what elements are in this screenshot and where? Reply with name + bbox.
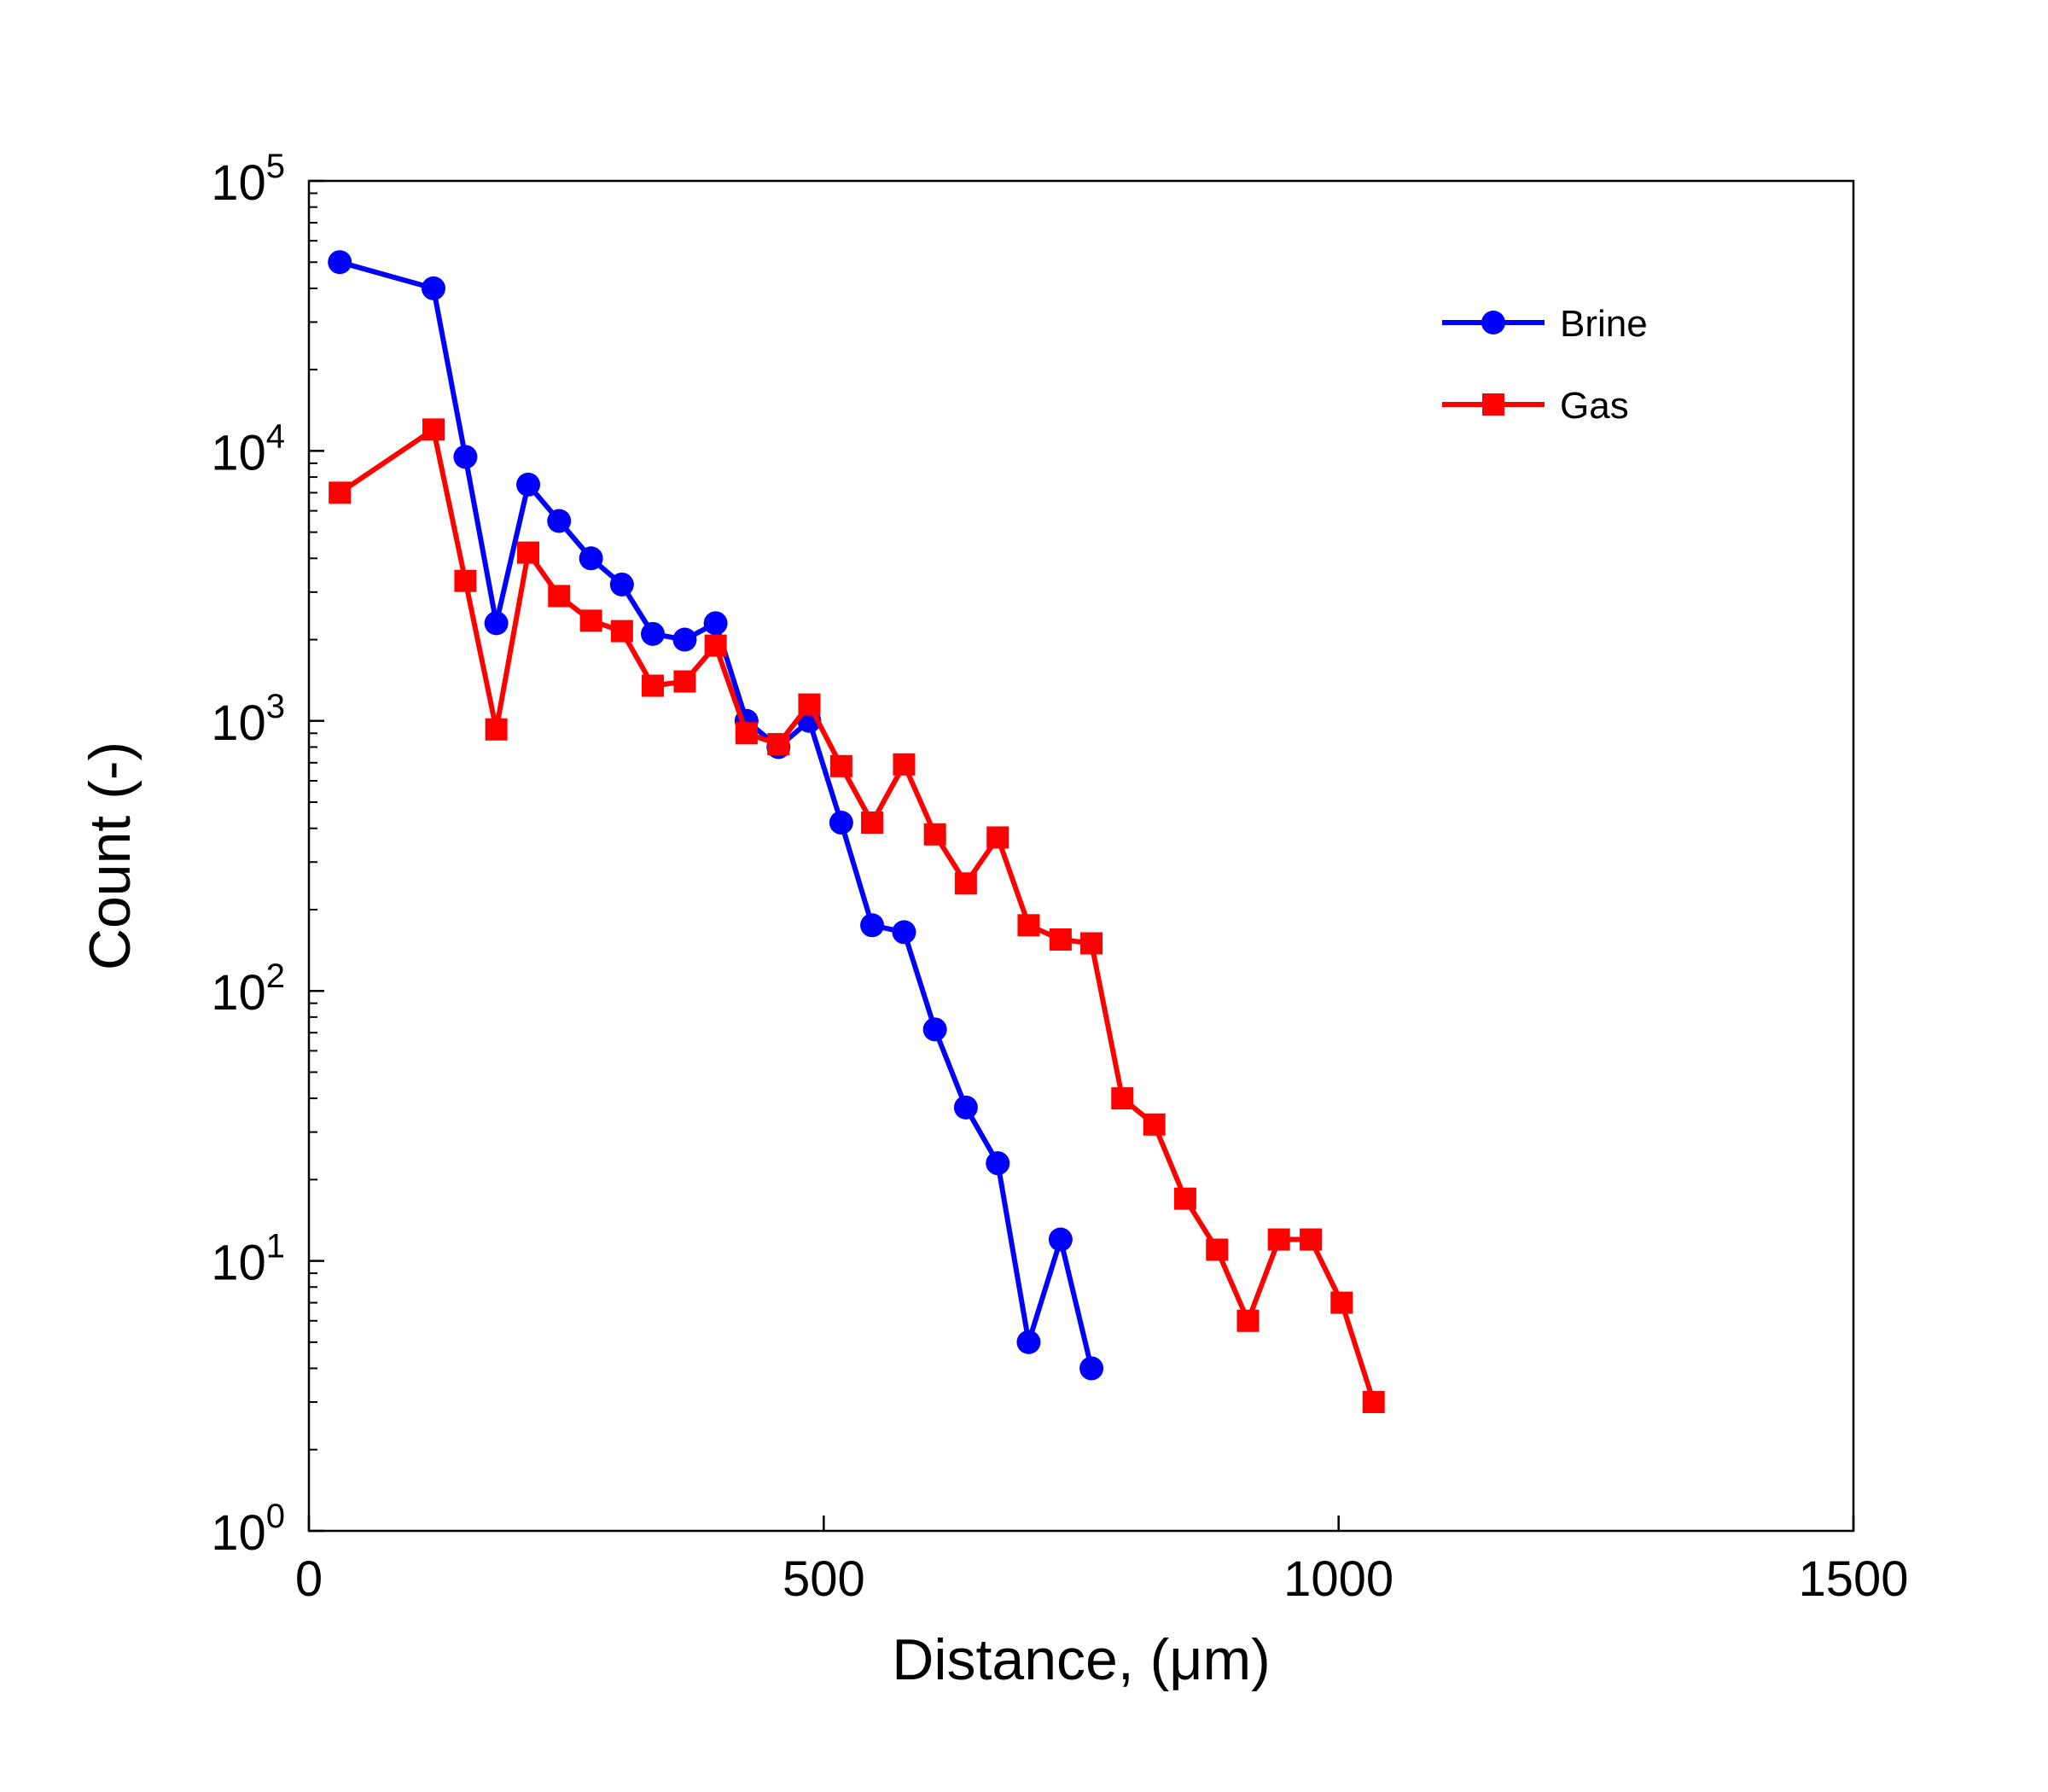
x-tick-label: 1000 <box>1283 1551 1393 1607</box>
legend: Brine Gas <box>1442 303 1648 427</box>
series-gas <box>329 418 1385 1414</box>
data-point-gas <box>517 541 540 564</box>
legend-label-brine: Brine <box>1560 303 1648 345</box>
y-tick-label: 102 <box>211 957 285 1021</box>
legend-marker-brine <box>1481 311 1505 335</box>
data-point-gas <box>954 872 977 895</box>
x-axis-ticks: 0 500 1000 1500 <box>295 1516 1909 1607</box>
y-tick-label: 104 <box>211 417 285 480</box>
data-point-brine <box>953 1095 978 1120</box>
data-point-gas <box>893 753 916 776</box>
data-point-gas <box>923 823 946 846</box>
data-point-brine <box>986 1151 1010 1176</box>
y-tick-label: 103 <box>211 688 285 751</box>
data-point-gas <box>485 718 508 741</box>
data-point-gas <box>798 693 821 716</box>
data-point-gas <box>1080 932 1103 955</box>
data-point-brine <box>1016 1329 1041 1354</box>
data-point-gas <box>1173 1187 1196 1210</box>
data-point-gas <box>1362 1391 1385 1414</box>
data-point-brine <box>579 546 603 571</box>
x-tick-label: 1500 <box>1798 1551 1908 1607</box>
data-point-gas <box>1049 928 1072 951</box>
data-point-gas <box>1300 1228 1323 1251</box>
plot-area-frame <box>307 179 1855 1533</box>
data-point-gas <box>1111 1087 1134 1110</box>
data-point-gas <box>829 754 852 777</box>
x-tick-label: 500 <box>783 1551 865 1607</box>
data-point-brine <box>328 250 352 275</box>
data-point-gas <box>986 826 1009 849</box>
y-tick-label: 101 <box>211 1228 285 1291</box>
data-point-gas <box>1267 1228 1290 1251</box>
y-tick-label: 100 <box>211 1498 285 1561</box>
x-tick-label: 0 <box>295 1551 323 1607</box>
legend-item-brine: Brine <box>1442 303 1648 345</box>
data-point-gas <box>861 812 884 835</box>
x-axis-title: Distance, (μm) <box>892 1627 1270 1692</box>
data-point-brine <box>892 920 916 945</box>
data-point-gas <box>329 481 352 504</box>
data-point-brine <box>641 621 666 646</box>
data-point-gas <box>422 418 445 441</box>
series-layer <box>328 250 1385 1414</box>
data-point-gas <box>1206 1238 1229 1261</box>
data-point-gas <box>767 733 790 756</box>
legend-item-gas: Gas <box>1442 385 1629 427</box>
data-point-gas <box>1143 1113 1166 1136</box>
data-point-brine <box>453 445 478 469</box>
data-point-brine <box>860 913 885 938</box>
data-point-gas <box>579 609 602 632</box>
data-point-brine <box>516 472 541 497</box>
data-point-brine <box>703 611 728 636</box>
data-point-brine <box>922 1017 947 1042</box>
data-point-brine <box>829 811 853 835</box>
data-point-gas <box>735 722 758 745</box>
data-point-brine <box>672 627 697 652</box>
legend-label-gas: Gas <box>1560 385 1629 427</box>
data-point-brine <box>484 611 509 636</box>
data-point-gas <box>1017 914 1040 937</box>
data-point-brine <box>609 572 634 596</box>
data-point-gas <box>610 620 633 643</box>
data-point-gas <box>1236 1309 1260 1332</box>
data-point-gas <box>642 674 665 697</box>
data-point-brine <box>547 509 572 533</box>
y-tick-label: 105 <box>211 148 285 211</box>
y-axis-ticks: 100 101 102 103 104 105 <box>211 148 324 1561</box>
data-point-gas <box>1330 1291 1353 1314</box>
data-point-brine <box>422 276 446 300</box>
legend-marker-gas <box>1482 393 1504 416</box>
data-point-gas <box>704 634 727 657</box>
y-axis-title: Count (-) <box>78 742 143 970</box>
data-point-gas <box>454 569 477 592</box>
data-point-gas <box>673 670 696 693</box>
data-point-gas <box>548 585 571 608</box>
data-point-brine <box>1048 1227 1073 1252</box>
series-line-brine <box>339 259 1095 1370</box>
data-point-brine <box>1079 1356 1104 1381</box>
